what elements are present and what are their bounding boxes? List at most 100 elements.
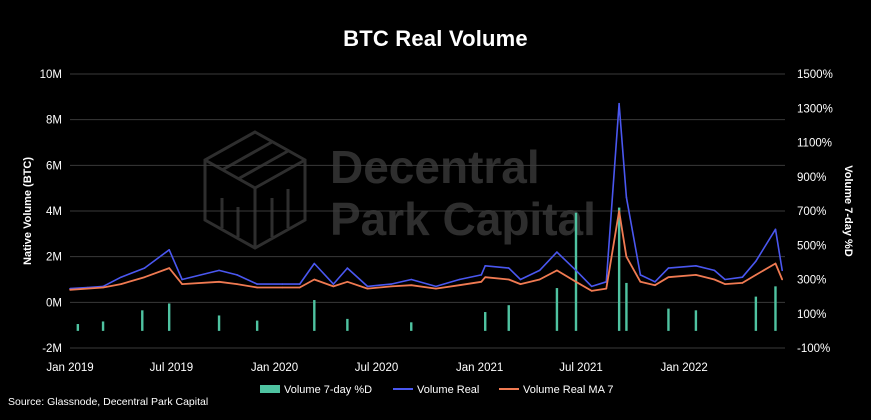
volume-ma-line-point	[298, 286, 301, 289]
volume-ma-line-point	[313, 278, 316, 281]
volume-ma-line-point	[480, 280, 483, 283]
y-left-tick: 8M	[46, 115, 62, 127]
volume-pct-bar	[555, 288, 559, 331]
volume-real-line-point	[484, 265, 487, 267]
volume-real-line-point	[625, 196, 628, 199]
volume-ma-line-point	[458, 284, 461, 287]
volume-real-line-point	[346, 267, 349, 269]
watermark-logo	[203, 130, 307, 250]
volume-real-line-point	[181, 278, 183, 281]
volume-pct-bar	[255, 320, 259, 331]
volume-ma-line-point	[618, 210, 620, 212]
y-axis-right: -100% 100% 300% 500% 700% 900% 1100% 1300% 1500%	[797, 69, 833, 355]
volume-real-line-point	[590, 285, 593, 288]
x-tick: Jan 2019	[46, 362, 93, 374]
volume-ma-line-point	[332, 285, 335, 288]
volume-ma-line-point	[639, 280, 642, 283]
volume-ma-line-point	[120, 283, 122, 285]
volume-ma-line-point	[519, 283, 522, 285]
volume-real-line-point	[741, 276, 744, 279]
volume-real-line-point	[667, 267, 670, 269]
y-left-tick: -2M	[42, 343, 62, 355]
x-tick: Jul 2020	[355, 362, 398, 374]
volume-pct-bar	[574, 212, 578, 331]
volume-pct-bar	[141, 310, 144, 331]
volume-pct-bar	[667, 308, 670, 331]
y-left-tick: 0M	[46, 297, 62, 309]
volume-ma-line-point	[695, 274, 697, 276]
volume-ma-line-point	[774, 262, 777, 265]
volume-pct-bars	[76, 207, 777, 331]
volume-real-line-point	[390, 283, 392, 285]
x-tick: Jul 2019	[150, 362, 193, 374]
volume-pct-bar	[313, 300, 316, 331]
volume-ma-line-point	[724, 283, 726, 285]
volume-real-line-point	[256, 283, 258, 285]
volume-real-line-point	[556, 251, 558, 253]
volume-pct-bar	[101, 321, 105, 331]
volume-real-line-point	[724, 278, 726, 281]
volume-ma-line-point	[390, 285, 392, 288]
volume-real-line-point	[507, 267, 510, 269]
x-tick: Jan 2021	[456, 362, 503, 374]
volume-pct-bar	[484, 312, 487, 331]
volume-ma-line-point	[281, 286, 284, 289]
volume-real-line-point	[538, 269, 541, 272]
y-left-tick: 10M	[40, 69, 62, 81]
y-axis-left: -2M 0M 2M 4M 6M 8M 10M	[40, 69, 62, 355]
volume-real-line-point	[332, 283, 335, 285]
y-left-tick: 6M	[46, 160, 62, 172]
volume-real-line-point	[298, 283, 301, 285]
volume-pct-bar	[625, 282, 628, 331]
volume-real-line-point	[781, 269, 783, 272]
volume-ma-line-point	[484, 276, 487, 279]
volume-real-line-point	[143, 267, 146, 269]
volume-real-line-point	[218, 269, 220, 272]
volume-ma-line-point	[667, 276, 670, 279]
volume-pct-bar	[774, 286, 777, 331]
volume-real-line-point	[435, 285, 437, 288]
volume-real-line-point	[713, 269, 716, 272]
volume-real-line-point	[236, 274, 238, 276]
y-right-tick: 1300%	[797, 103, 833, 115]
chart-title: BTC Real Volume	[343, 26, 528, 51]
volume-ma-line-point	[366, 287, 369, 290]
volume-real-line-point	[410, 278, 413, 281]
legend-label: Volume Real MA 7	[523, 384, 614, 396]
watermark: Decentral Park Capital	[203, 130, 596, 250]
volume-ma-line-point	[218, 280, 220, 283]
volume-pct-bar	[754, 296, 758, 331]
volume-real-line-point	[774, 228, 777, 231]
volume-real-line-point	[168, 249, 170, 251]
volume-ma-line-point	[168, 267, 170, 269]
volume-real-line-point	[120, 276, 122, 279]
volume-real-line-point	[654, 280, 656, 283]
x-tick: Jan 2022	[660, 362, 707, 374]
volume-ma-line-point	[605, 287, 608, 290]
volume-ma-line-point	[713, 278, 716, 281]
volume-ma-line-point	[102, 286, 104, 289]
y-right-tick: 700%	[797, 206, 826, 218]
volume-ma-line-point	[755, 274, 757, 276]
y-right-tick: 300%	[797, 275, 826, 287]
volume-ma-line-point	[625, 255, 628, 258]
legend-swatch	[260, 385, 280, 393]
volume-ma-line-point	[575, 280, 577, 283]
volume-ma-line-point	[410, 284, 413, 287]
y-right-tick: 1100%	[797, 138, 832, 150]
y-left-tick: 2M	[46, 252, 62, 264]
volume-ma-line-point	[538, 278, 541, 281]
volume-real-line-point	[519, 278, 522, 281]
y-right-tick: 900%	[797, 172, 826, 184]
y-right-tick: -100%	[797, 343, 830, 355]
watermark-line1: Decentral	[330, 141, 540, 193]
volume-ma-line-point	[654, 284, 656, 287]
volume-real-line-point	[366, 285, 369, 288]
volume-pct-bar	[694, 310, 698, 331]
volume-real-line-point	[575, 269, 577, 272]
volume-pct-bar	[346, 318, 349, 331]
volume-lines	[69, 102, 784, 292]
volume-ma-line-point	[143, 276, 146, 279]
